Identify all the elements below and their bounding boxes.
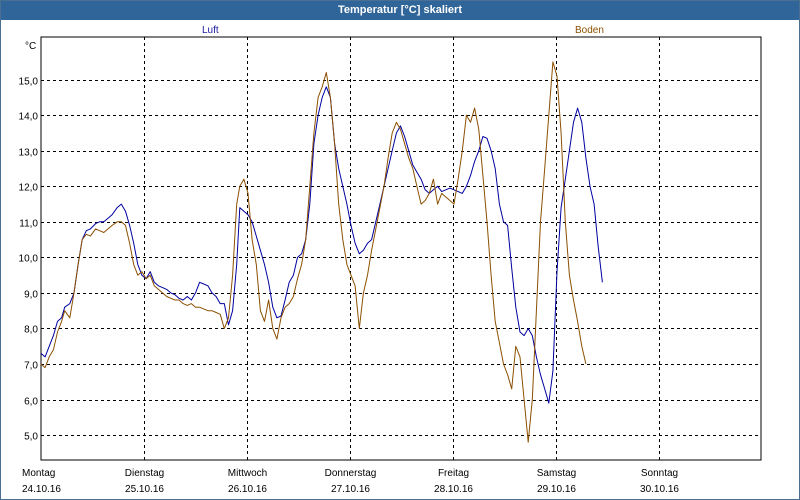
x-tick-day: Mittwoch bbox=[228, 468, 267, 479]
x-tick-date: 27.10.16 bbox=[331, 484, 370, 495]
x-tick-date: 24.10.16 bbox=[22, 484, 61, 495]
y-tick-label: 15,0 bbox=[19, 77, 39, 88]
legend-luft: Luft bbox=[202, 25, 219, 36]
y-tick-label: 12,0 bbox=[19, 183, 39, 194]
y-tick-label: 13,0 bbox=[19, 148, 39, 159]
y-tick-label: 9,0 bbox=[24, 290, 38, 301]
chart-title: Temperatur [°C] skaliert bbox=[1, 1, 799, 20]
legend-boden: Boden bbox=[575, 25, 604, 36]
x-tick-date: 29.10.16 bbox=[537, 484, 576, 495]
x-tick-day: Donnerstag bbox=[325, 468, 377, 479]
plot-frame bbox=[40, 36, 762, 461]
y-tick-label: 5,0 bbox=[24, 432, 38, 443]
x-tick-day: Sonntag bbox=[641, 468, 678, 479]
y-tick-label: 10,0 bbox=[19, 254, 39, 265]
x-tick-date: 28.10.16 bbox=[434, 484, 473, 495]
y-tick-label: 6,0 bbox=[24, 397, 38, 408]
x-tick-day: Dienstag bbox=[125, 468, 164, 479]
x-tick-date: 30.10.16 bbox=[640, 484, 679, 495]
y-tick-label: 8,0 bbox=[24, 325, 38, 336]
x-tick-day: Montag bbox=[22, 468, 55, 479]
x-tick-date: 25.10.16 bbox=[125, 484, 164, 495]
series-line-boden bbox=[40, 61, 587, 443]
x-tick-day: Samstag bbox=[537, 468, 576, 479]
y-axis-label: °C bbox=[25, 41, 37, 52]
y-tick-label: 7,0 bbox=[24, 361, 38, 372]
y-tick-label: 14,0 bbox=[19, 112, 39, 123]
x-tick-date: 26.10.16 bbox=[228, 484, 267, 495]
x-tick-day: Freitag bbox=[438, 468, 469, 479]
series-line-luft bbox=[40, 86, 603, 404]
y-tick-label: 11,0 bbox=[19, 219, 38, 230]
